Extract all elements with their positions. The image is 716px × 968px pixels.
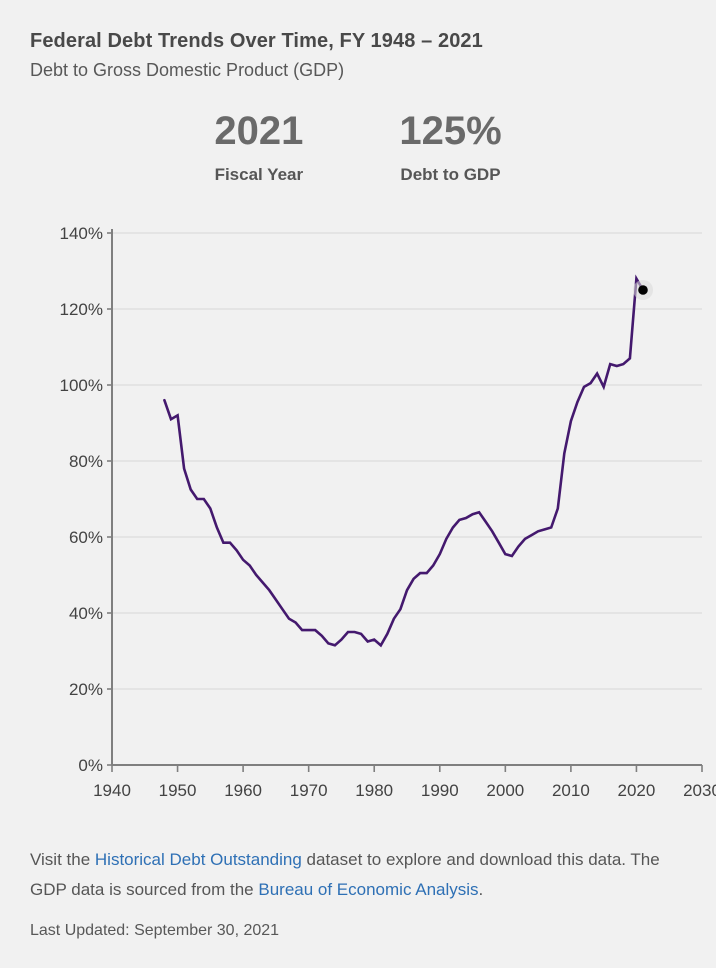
page-subtitle: Debt to Gross Domestic Product (GDP)	[30, 60, 345, 80]
stat-fiscal-year: 2021 Fiscal Year	[214, 109, 303, 185]
footer: Visit the Historical Debt Outstanding da…	[30, 845, 686, 940]
x-axis-tick-label: 1960	[224, 781, 262, 800]
y-axis-tick-label: 60%	[69, 528, 103, 547]
debt-to-gdp-chart: 0% 20% 40% 60% 80% 100% 120% 140% 1940 1950 1960 19…	[60, 224, 716, 800]
debt-to-gdp-value: 125%	[399, 109, 502, 153]
key-stats: 2021 Fiscal Year 125% Debt to GDP	[30, 109, 686, 185]
page: Federal Debt Trends Over Time, FY 1948 –…	[30, 30, 716, 815]
x-axis-tick-label: 2030	[683, 781, 716, 800]
fiscal-year-value: 2021	[214, 109, 304, 153]
debt-to-gdp-label: Debt to GDP	[400, 165, 501, 184]
y-axis-tick-label: 0%	[78, 756, 103, 775]
y-axis-tick-label: 100%	[60, 376, 103, 395]
debt-line	[163, 274, 645, 648]
y-axis-tick-label: 140%	[60, 224, 103, 243]
bureau-of-economic-analysis-link[interactable]: Bureau of Economic Analysis	[258, 879, 479, 899]
footer-note: Visit the Historical Debt Outstanding da…	[30, 845, 690, 905]
footer-text: .	[478, 879, 484, 899]
historical-debt-outstanding-link[interactable]: Historical Debt Outstanding	[94, 850, 302, 869]
footer-text: dataset to explore and download this dat…	[30, 850, 660, 899]
page-title: Federal Debt Trends Over Time, FY 1948 –…	[30, 30, 483, 52]
y-axis-tick-label: 40%	[69, 604, 103, 623]
y-axis-tick-label: 20%	[69, 680, 103, 699]
y-axis-tick-label: 120%	[60, 300, 103, 319]
x-axis-tick-label: 1980	[355, 781, 393, 800]
x-axis-tick-label: 2020	[618, 781, 656, 800]
chart-container: 0% 20% 40% 60% 80% 100% 120% 140% 1940 1950 1960 19…	[30, 215, 716, 815]
footer-text: Visit the	[30, 850, 95, 869]
stat-debt-to-gdp: 125% Debt to GDP	[399, 109, 501, 185]
x-axis-tick-label: 1970	[290, 781, 328, 800]
x-axis-tick-label: 1950	[159, 781, 197, 800]
last-updated: Last Updated: September 30, 2021	[30, 921, 280, 939]
current-value-dot	[638, 285, 648, 295]
x-axis-tick-label: 2010	[552, 781, 590, 800]
x-axis-tick-label: 1940	[93, 781, 131, 800]
x-axis-tick-label: 1990	[421, 781, 459, 800]
y-axis-tick-label: 80%	[69, 452, 103, 471]
fiscal-year-label: Fiscal Year	[214, 165, 304, 184]
x-axis-tick-label: 2000	[486, 781, 524, 800]
